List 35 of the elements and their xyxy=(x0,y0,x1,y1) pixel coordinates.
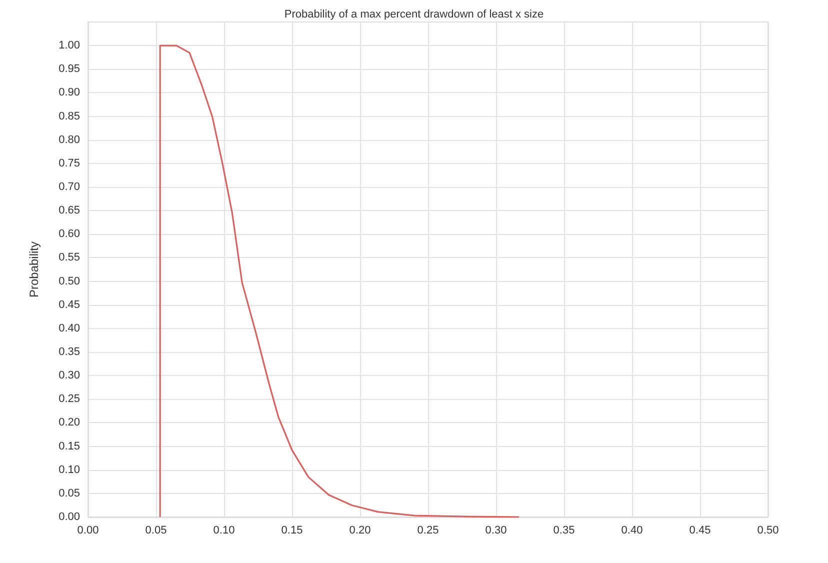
y-axis-title: Probability xyxy=(27,241,41,298)
x-tick-label: 0.50 xyxy=(757,524,779,536)
y-tick-label: 0.85 xyxy=(58,110,80,122)
y-tick-label: 0.15 xyxy=(58,440,80,452)
y-tick-label: 0.25 xyxy=(58,393,80,406)
y-tick-label: 0.70 xyxy=(58,181,80,193)
y-tick-label: 0.10 xyxy=(58,464,80,476)
y-tick-label: 0.75 xyxy=(58,157,80,170)
y-tick-label: 0.45 xyxy=(58,298,80,311)
x-tick-label: 0.05 xyxy=(145,524,167,536)
y-tick-label: 0.20 xyxy=(58,416,80,429)
y-tick-label: 0.00 xyxy=(58,511,80,523)
y-tick-label: 0.60 xyxy=(58,228,80,240)
y-tick-label: 1.00 xyxy=(58,40,80,52)
x-tick-label: 0.20 xyxy=(349,524,371,536)
y-tick-label: 0.90 xyxy=(58,86,80,99)
y-tick-label: 0.40 xyxy=(58,322,80,334)
y-tick-label: 0.95 xyxy=(58,63,80,76)
y-tick-label: 0.65 xyxy=(58,204,80,217)
x-tick-label: 0.00 xyxy=(77,524,99,536)
y-tick-label: 0.50 xyxy=(58,275,80,288)
x-tick-label: 0.10 xyxy=(213,524,235,536)
x-tick-label: 0.40 xyxy=(621,524,643,536)
x-tick-label: 0.45 xyxy=(689,524,711,536)
y-tick-label: 0.35 xyxy=(58,346,80,358)
y-tick-label: 0.80 xyxy=(58,134,80,146)
x-tick-label: 0.30 xyxy=(485,524,507,536)
x-tick-label: 0.35 xyxy=(553,524,575,536)
line-series xyxy=(159,44,520,518)
y-tick-label: 0.30 xyxy=(58,370,80,382)
x-tick-label: 0.15 xyxy=(281,524,303,536)
y-tick-label: 0.55 xyxy=(58,252,80,264)
y-tick-label: 0.05 xyxy=(58,487,80,500)
chart-title: Probability of a max percent drawdown of least x size xyxy=(284,8,544,20)
x-tick-label: 0.25 xyxy=(417,524,439,536)
